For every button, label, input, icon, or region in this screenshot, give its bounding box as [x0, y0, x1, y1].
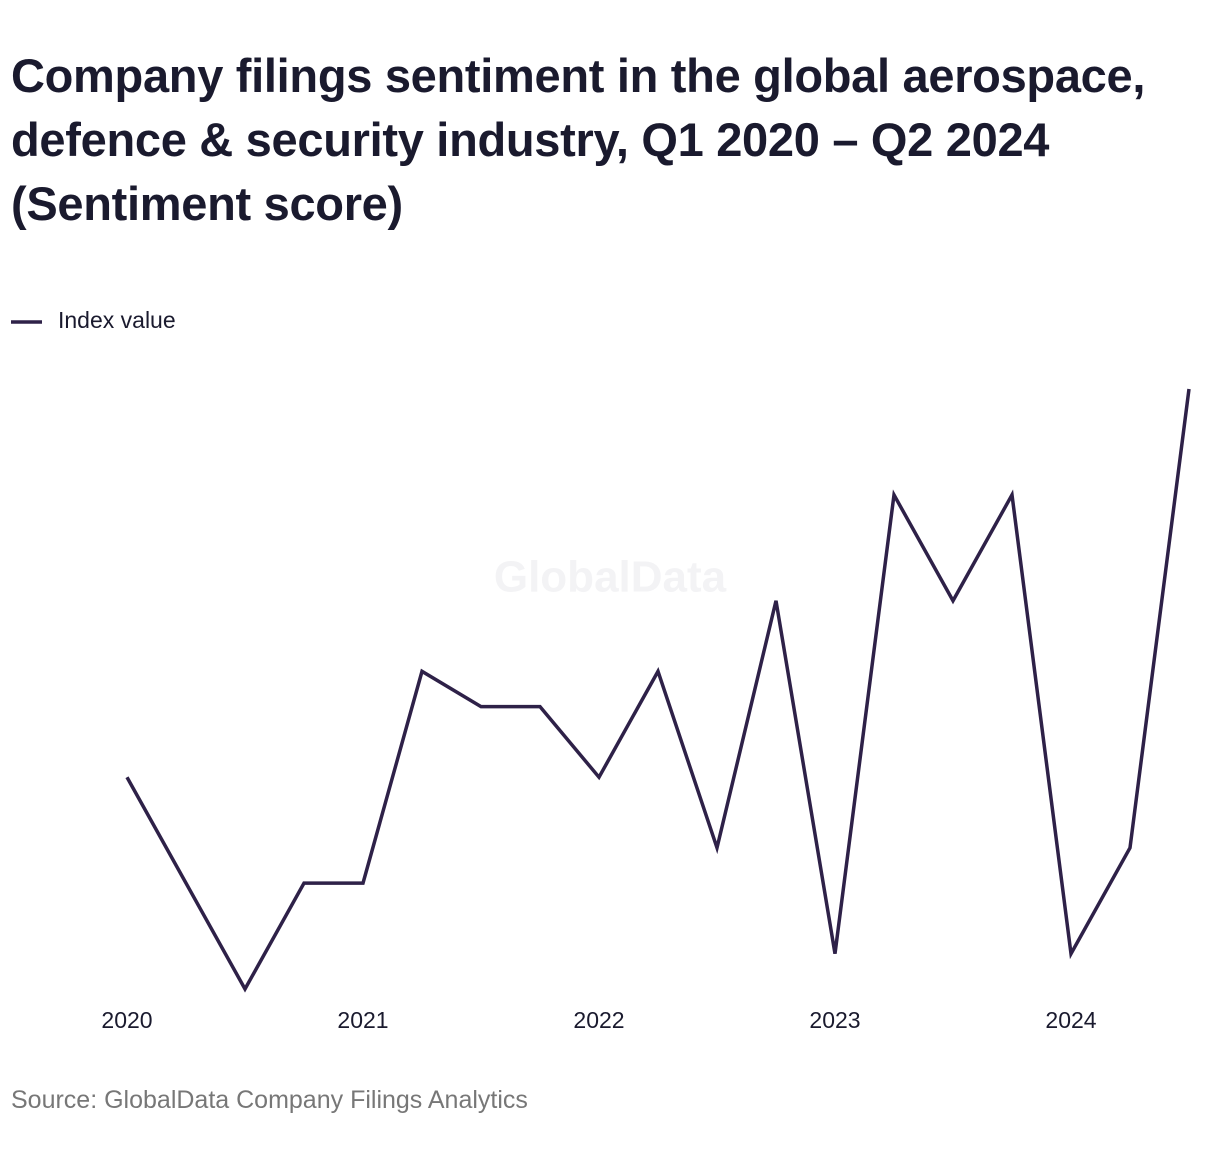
legend-label: Index value — [58, 307, 176, 333]
chart: GlobalData 2020 2021 2022 2023 2024 Index val… — [11, 307, 1191, 1033]
watermark: GlobalData — [494, 553, 727, 602]
source-note: Source: GlobalData Company Filings Analy… — [11, 1086, 528, 1114]
x-tick-label: 2022 — [573, 1007, 624, 1033]
x-tick-label: 2020 — [101, 1007, 152, 1033]
x-tick-label: 2024 — [1045, 1007, 1096, 1033]
data-line — [125, 388, 1191, 993]
x-tick-label: 2023 — [809, 1007, 860, 1033]
chart-title: Company filings sentiment in the global … — [11, 49, 1146, 230]
x-tick-label: 2021 — [337, 1007, 388, 1033]
